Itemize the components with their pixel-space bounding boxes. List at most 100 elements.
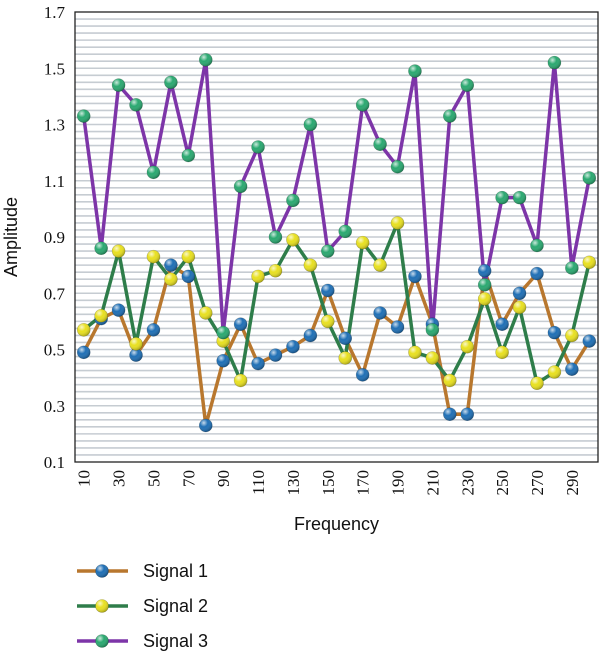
- x-tick-label: 130: [284, 470, 303, 496]
- x-tick-label: 230: [458, 470, 477, 496]
- point-highlight: [582, 171, 596, 185]
- x-tick-label: 150: [319, 470, 338, 496]
- y-tick-label: 0.7: [44, 284, 66, 303]
- point-highlight: [547, 56, 561, 70]
- point-highlight: [391, 160, 405, 174]
- point-highlight: [303, 328, 317, 342]
- series-group: [76, 53, 597, 433]
- point-highlight: [582, 255, 596, 269]
- point-highlight: [77, 109, 91, 123]
- point-highlight: [408, 345, 422, 359]
- point-highlight: [94, 309, 108, 323]
- point-highlight: [547, 326, 561, 340]
- point-highlight: [530, 376, 544, 390]
- axes: 0.1 0.3 0.5 0.7 0.9 1.1 1.3 1.5 1.7 10 30 50 70 90 110…: [44, 3, 582, 496]
- point-highlight: [338, 331, 352, 345]
- point-highlight: [286, 340, 300, 354]
- legend: Signal 1 Signal 2 Signal 3: [77, 561, 208, 651]
- point-highlight: [286, 233, 300, 247]
- point-highlight: [356, 98, 370, 112]
- point-highlight: [495, 345, 509, 359]
- point-highlight: [199, 418, 213, 432]
- point-highlight: [478, 264, 492, 278]
- x-tick-label: 190: [389, 470, 408, 496]
- point-highlight: [234, 317, 248, 331]
- point-highlight: [234, 179, 248, 193]
- point-highlight: [356, 236, 370, 250]
- point-highlight: [425, 323, 439, 337]
- point-highlight: [565, 362, 579, 376]
- point-highlight: [181, 269, 195, 283]
- series-line-1: [82, 263, 591, 428]
- x-tick-label: 50: [144, 470, 163, 487]
- point-highlight: [565, 328, 579, 342]
- point-highlight: [547, 365, 561, 379]
- x-tick-label: 30: [110, 470, 129, 487]
- point-highlight: [268, 230, 282, 244]
- point-highlight: [356, 368, 370, 382]
- plot-frame: [74, 11, 599, 463]
- x-tick-label: 90: [214, 470, 233, 487]
- y-tick-label: 1.5: [44, 59, 65, 78]
- point-highlight: [181, 148, 195, 162]
- point-highlight: [112, 303, 126, 317]
- point-highlight: [146, 323, 160, 337]
- point-highlight: [425, 351, 439, 365]
- y-tick-label: 0.3: [44, 397, 65, 416]
- point-highlight: [373, 258, 387, 272]
- point-highlight: [338, 351, 352, 365]
- legend-marker-highlight: [95, 634, 109, 648]
- point-highlight: [251, 140, 265, 154]
- point-highlight: [129, 348, 143, 362]
- point-highlight: [303, 258, 317, 272]
- grid-lines: [75, 18, 598, 456]
- point-highlight: [164, 258, 178, 272]
- x-tick-label: 250: [493, 470, 512, 496]
- point-highlight: [268, 348, 282, 362]
- point-highlight: [129, 337, 143, 351]
- point-highlight: [478, 278, 492, 292]
- legend-marker-highlight: [95, 599, 109, 613]
- y-tick-label: 0.9: [44, 228, 65, 247]
- point-highlight: [199, 306, 213, 320]
- y-tick-label: 0.1: [44, 453, 65, 472]
- point-highlight: [321, 314, 335, 328]
- point-highlight: [164, 272, 178, 286]
- point-highlight: [408, 269, 422, 283]
- point-highlight: [513, 191, 527, 205]
- point-highlight: [251, 357, 265, 371]
- x-tick-label: 10: [75, 470, 94, 487]
- point-highlight: [338, 224, 352, 238]
- point-highlight: [146, 250, 160, 264]
- y-tick-label: 1.3: [44, 116, 65, 135]
- point-highlight: [303, 118, 317, 131]
- x-tick-label: 270: [528, 470, 547, 496]
- x-tick-label: 210: [423, 470, 442, 496]
- point-highlight: [478, 292, 492, 306]
- point-highlight: [582, 334, 596, 348]
- point-highlight: [199, 53, 213, 67]
- point-highlight: [94, 241, 108, 255]
- y-tick-label: 1.1: [44, 172, 65, 191]
- point-highlight: [391, 320, 405, 334]
- point-highlight: [181, 250, 195, 264]
- point-highlight: [565, 261, 579, 275]
- point-highlight: [513, 300, 527, 314]
- legend-label: Signal 3: [143, 631, 208, 651]
- point-highlight: [530, 238, 544, 252]
- point-highlight: [216, 354, 230, 368]
- point-highlight: [112, 244, 126, 258]
- point-highlight: [268, 264, 282, 278]
- point-highlight: [495, 317, 509, 331]
- legend-label: Signal 1: [143, 561, 208, 581]
- point-highlight: [129, 98, 143, 112]
- point-highlight: [408, 64, 422, 78]
- y-tick-label: 0.5: [44, 341, 65, 360]
- point-highlight: [391, 216, 405, 230]
- point-highlight: [321, 283, 335, 297]
- point-highlight: [513, 286, 527, 300]
- point-highlight: [495, 191, 509, 205]
- x-axis-title: Frequency: [294, 514, 379, 534]
- x-tick-label: 110: [249, 470, 268, 495]
